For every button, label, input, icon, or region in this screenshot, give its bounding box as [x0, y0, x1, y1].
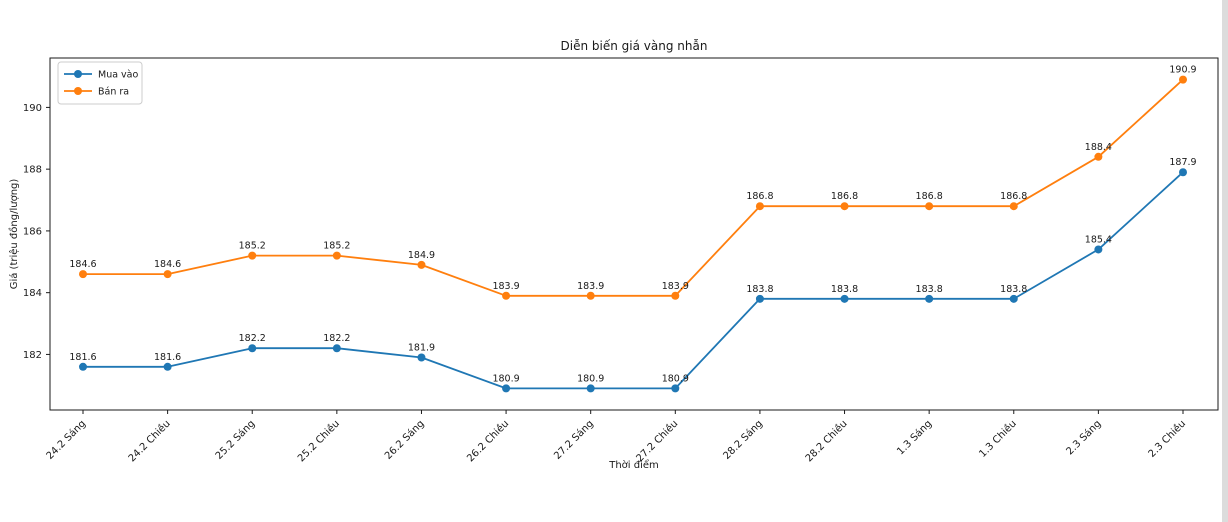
data-label-mua-vào: 187.9: [1169, 157, 1196, 168]
y-tick-label: 188: [23, 165, 42, 176]
plot-border-spines: [49, 57, 1219, 411]
y-tick-label: 184: [23, 288, 42, 299]
data-point-mua-vào[interactable]: [248, 344, 257, 353]
y-axis-title: Giá (triệu đồng/lượng): [8, 179, 20, 290]
data-point-mua-vào[interactable]: [332, 344, 341, 353]
chart-title: Diễn biến giá vàng nhẫn: [561, 39, 708, 53]
data-label-bán-ra: 186.8: [1000, 191, 1027, 202]
legend-label-bán-ra: Bán ra: [98, 87, 129, 98]
x-axis-title: Thời điểm: [608, 458, 659, 471]
data-label-bán-ra: 184.6: [154, 259, 181, 270]
data-label-mua-vào: 181.6: [69, 352, 96, 363]
legend-box: [57, 61, 143, 105]
data-point-bán-ra[interactable]: [1094, 152, 1103, 161]
data-label-bán-ra: 185.2: [323, 241, 350, 252]
series-line-bán-ra: [83, 78, 1184, 297]
data-point-mua-vào[interactable]: [925, 294, 934, 303]
scrollbar-track[interactable]: [1222, 0, 1228, 522]
y-tick-label: 190: [23, 103, 42, 114]
data-label-bán-ra: 183.9: [492, 281, 519, 292]
data-label-bán-ra: 184.6: [69, 259, 96, 270]
data-point-bán-ra[interactable]: [755, 202, 764, 211]
data-point-mua-vào[interactable]: [1094, 245, 1103, 254]
data-point-mua-vào[interactable]: [586, 384, 595, 393]
data-label-bán-ra: 186.8: [746, 191, 773, 202]
data-point-bán-ra[interactable]: [417, 260, 426, 269]
data-label-mua-vào: 183.8: [916, 284, 943, 295]
data-point-bán-ra[interactable]: [502, 291, 511, 300]
data-point-mua-vào[interactable]: [417, 353, 426, 362]
data-label-mua-vào: 183.8: [831, 284, 858, 295]
data-label-mua-vào: 180.9: [577, 373, 604, 384]
data-point-bán-ra[interactable]: [1179, 75, 1187, 84]
legend-marker-mua-vào: [74, 70, 82, 78]
series-layer: 181.6 181.6 182.2 182.2 181.9 180.9 180.9 180.9…: [69, 65, 1197, 393]
data-label-bán-ra: 186.8: [916, 191, 943, 202]
data-point-bán-ra[interactable]: [1009, 202, 1018, 211]
data-point-bán-ra[interactable]: [925, 202, 934, 211]
data-point-mua-vào[interactable]: [163, 362, 172, 371]
data-label-mua-vào: 183.8: [1000, 284, 1027, 295]
data-point-bán-ra[interactable]: [163, 270, 172, 279]
data-label-mua-vào: 180.9: [662, 373, 689, 384]
data-point-mua-vào[interactable]: [755, 294, 764, 303]
legend-item-mua-vào[interactable]: Mua vào: [64, 70, 139, 81]
legend[interactable]: Mua vào Bán ra: [57, 61, 143, 105]
data-point-bán-ra[interactable]: [332, 251, 341, 260]
data-point-bán-ra[interactable]: [586, 291, 595, 300]
data-label-bán-ra: 190.9: [1169, 65, 1196, 76]
data-point-bán-ra[interactable]: [248, 251, 257, 260]
data-label-bán-ra: 184.9: [408, 250, 435, 261]
data-label-bán-ra: 183.9: [577, 281, 604, 292]
data-label-bán-ra: 185.2: [239, 241, 266, 252]
legend-item-bán-ra[interactable]: Bán ra: [64, 87, 129, 98]
data-point-mua-vào[interactable]: [671, 384, 680, 393]
data-label-mua-vào: 182.2: [323, 333, 350, 344]
data-label-mua-vào: 182.2: [239, 333, 266, 344]
data-label-bán-ra: 186.8: [831, 191, 858, 202]
data-label-mua-vào: 181.9: [408, 343, 435, 354]
data-label-bán-ra: 183.9: [662, 281, 689, 292]
data-point-mua-vào[interactable]: [1179, 168, 1187, 177]
legend-marker-bán-ra: [74, 87, 82, 95]
data-point-bán-ra[interactable]: [840, 202, 849, 211]
data-label-mua-vào: 180.9: [492, 373, 519, 384]
data-label-mua-vào: 181.6: [154, 352, 181, 363]
data-label-mua-vào: 183.8: [746, 284, 773, 295]
data-point-mua-vào[interactable]: [840, 294, 849, 303]
data-point-bán-ra[interactable]: [671, 291, 680, 300]
y-tick-label: 186: [23, 226, 42, 237]
data-label-bán-ra: 188.4: [1085, 142, 1112, 153]
data-point-bán-ra[interactable]: [79, 270, 87, 279]
series-line-mua-vào: [83, 171, 1184, 390]
data-point-mua-vào[interactable]: [1009, 294, 1018, 303]
legend-label-mua-vào: Mua vào: [98, 70, 139, 81]
data-label-mua-vào: 185.4: [1085, 234, 1112, 245]
y-axis: 182 184 186 188 190: [23, 103, 50, 361]
y-tick-label: 182: [23, 350, 42, 361]
data-point-mua-vào[interactable]: [79, 362, 87, 371]
data-point-mua-vào[interactable]: [502, 384, 511, 393]
